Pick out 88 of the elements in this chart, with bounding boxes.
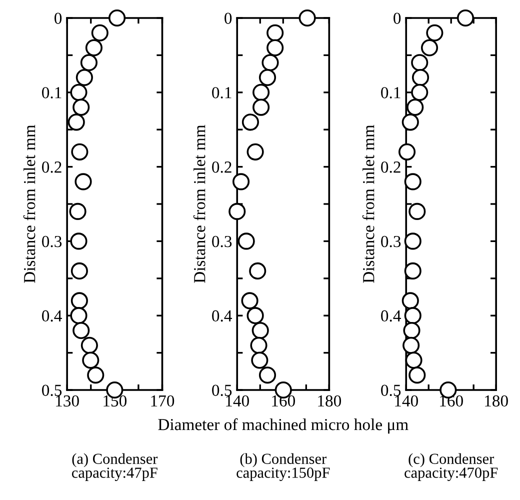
point <box>412 68 430 86</box>
point <box>258 366 276 384</box>
y-tick-label: 0.4 <box>212 310 232 322</box>
y-tick-label: 0.1 <box>42 87 62 98</box>
point <box>404 307 422 324</box>
y-axis-title: Distance from inlet mm <box>23 124 36 283</box>
point <box>252 322 269 340</box>
point <box>80 54 98 72</box>
y-tick-label: 0.3 <box>212 236 232 248</box>
y-tick-label: 0.5 <box>212 384 232 396</box>
point <box>258 68 276 86</box>
y-axis-title: Distance from inlet mm <box>362 124 374 283</box>
point <box>252 84 270 101</box>
point <box>411 84 428 101</box>
point <box>406 98 424 116</box>
y-tick-label: 0.4 <box>42 310 62 322</box>
point <box>70 307 88 324</box>
point <box>68 114 85 131</box>
point <box>82 352 100 369</box>
point <box>228 202 246 220</box>
x-tick-label: 180 <box>318 395 342 407</box>
point <box>91 24 108 42</box>
y-tick-label: 0.4 <box>381 310 401 322</box>
x-tick-label: 140 <box>226 395 249 407</box>
y-tick-label: 0.3 <box>42 236 62 248</box>
point <box>238 232 255 250</box>
point <box>403 322 420 340</box>
text: (c) Condenser capacity:470pF <box>404 453 498 481</box>
text: (b) Condenser capacity:150pF <box>236 453 330 481</box>
point <box>71 143 88 160</box>
y-tick-label: 0 <box>224 12 232 24</box>
point <box>266 39 284 56</box>
point <box>402 336 420 354</box>
point <box>249 262 266 280</box>
y-axis-title: Distance from inlet mm <box>193 124 206 283</box>
x-axis-title: Diameter of machined micro hole μm <box>158 418 408 434</box>
point <box>404 262 422 280</box>
x-tick-label: 130 <box>56 395 79 407</box>
x-tick-label: 180 <box>485 395 508 407</box>
point <box>85 39 103 56</box>
point <box>298 9 316 27</box>
y-tick-label: 0.5 <box>42 384 62 396</box>
y-tick-label: 0.2 <box>42 162 62 173</box>
x-tick-label: 170 <box>151 395 174 407</box>
point <box>426 24 444 42</box>
point <box>405 352 422 369</box>
point <box>70 84 88 101</box>
point <box>398 143 416 160</box>
point <box>404 232 422 250</box>
point <box>252 98 270 116</box>
point <box>72 322 90 340</box>
point <box>241 292 258 310</box>
point <box>250 336 268 354</box>
point <box>76 68 93 86</box>
y-tick-label: 0.2 <box>212 162 232 173</box>
point <box>87 366 104 384</box>
point <box>266 24 284 42</box>
y-tick-label: 0 <box>394 12 401 24</box>
point <box>456 9 474 27</box>
point <box>80 336 98 354</box>
point <box>420 39 438 56</box>
point <box>74 173 92 190</box>
point <box>251 352 268 369</box>
point <box>246 143 264 160</box>
point <box>70 292 88 310</box>
point <box>408 202 426 220</box>
x-tick-label: 140 <box>395 395 418 407</box>
point <box>70 262 88 280</box>
point <box>72 98 90 116</box>
point <box>262 54 279 72</box>
point <box>402 114 419 131</box>
y-tick-label: 0.1 <box>381 87 400 98</box>
point <box>246 307 264 324</box>
y-tick-label: 0 <box>54 12 62 24</box>
text: (a) Condenser capacity:47pF <box>72 453 158 481</box>
y-tick-label: 0.2 <box>381 162 400 173</box>
point <box>408 366 426 384</box>
point <box>70 232 88 250</box>
y-tick-label: 0.1 <box>212 87 232 98</box>
point <box>232 173 250 190</box>
point <box>108 9 126 27</box>
y-tick-label: 0.3 <box>381 236 401 248</box>
point <box>402 292 419 310</box>
point <box>242 114 260 131</box>
y-tick-label: 0.5 <box>381 384 401 396</box>
point <box>404 173 422 190</box>
point <box>411 54 428 72</box>
point <box>69 202 86 220</box>
